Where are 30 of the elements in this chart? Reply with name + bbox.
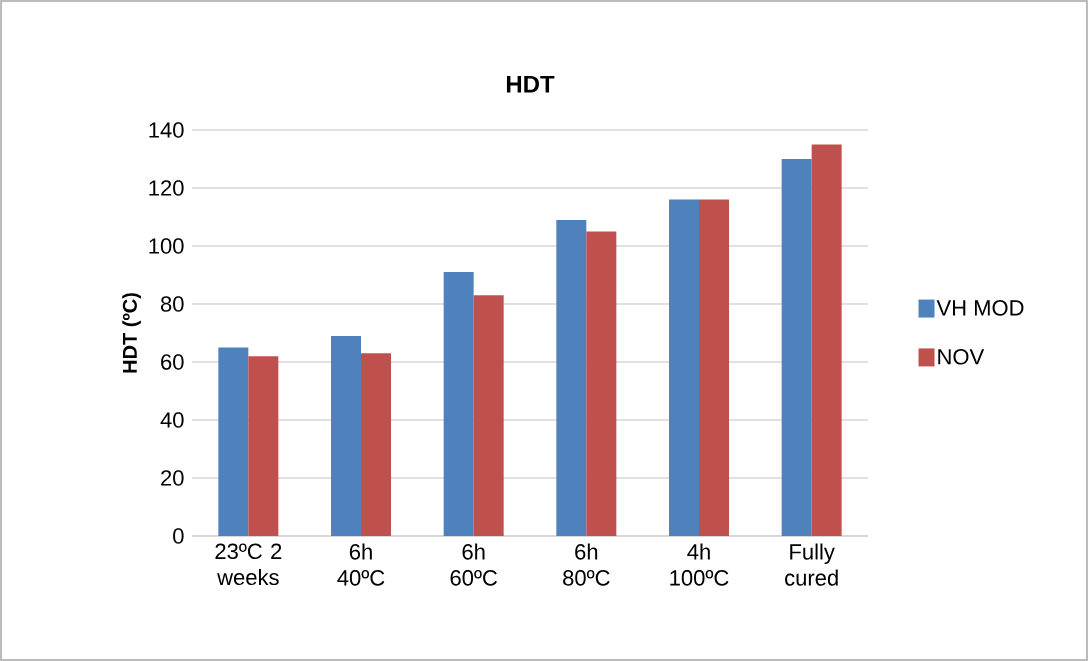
bar [331,335,361,536]
x-tick-label: Fully cured [785,543,838,586]
x-tick-label: 4h 100ºC [670,543,729,586]
bar [248,356,279,536]
chart-title: HDT [506,75,555,93]
x-tick-label: 23ºC 2 weeks [215,543,282,586]
bar [811,144,842,536]
x-tick-label: 6h 60ºC [450,543,498,586]
y-tick-label: 0 [173,528,184,544]
bar [361,353,391,536]
y-tick-label: 40 [160,412,184,428]
bar [781,158,812,536]
y-tick-label: 80 [160,296,184,312]
y-tick-label: 140 [149,122,184,138]
bar [218,347,249,536]
y-tick-label: 60 [161,354,184,370]
legend-label: VH MOD [936,300,1024,316]
bar [473,295,504,536]
y-tick-label: 20 [161,470,184,486]
bar [669,199,699,536]
bar [586,231,617,536]
x-tick-label: 6h 40ºC [337,543,385,586]
legend-label: NOV [938,348,985,365]
y-tick-label: 100 [149,238,184,254]
x-tick-label: 6h 80ºC [563,543,610,586]
bar [699,199,729,536]
y-axis-title: HDT (ºC) [122,293,141,373]
bar [556,219,587,536]
bar [443,272,474,536]
y-tick-label: 120 [149,180,184,196]
